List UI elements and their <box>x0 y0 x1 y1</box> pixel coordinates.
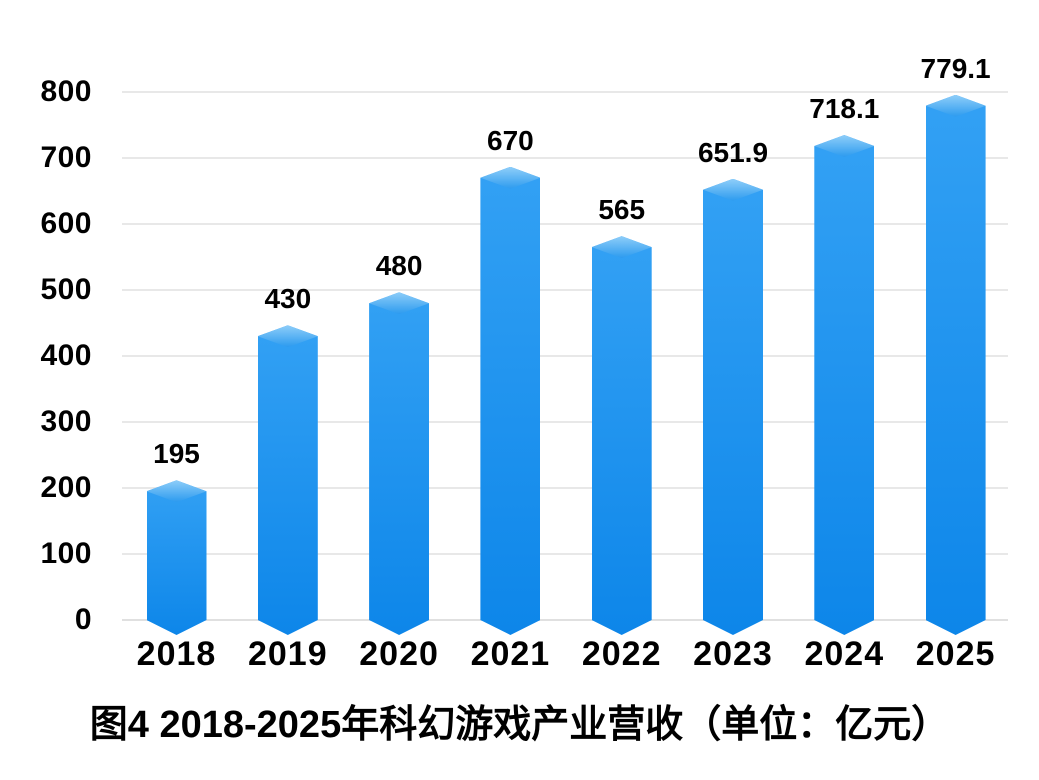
y-axis-tick-label: 600 <box>40 207 92 240</box>
bar-value-label: 565 <box>598 194 646 226</box>
gridline <box>122 487 1008 489</box>
bar-top-face <box>591 236 652 259</box>
y-axis-tick-label: 400 <box>40 339 92 372</box>
gridline <box>122 355 1008 357</box>
bar-2022 <box>591 236 652 635</box>
x-axis-category-label: 2022 <box>581 635 662 673</box>
bar-top-face <box>369 292 430 315</box>
y-axis-tick-label: 200 <box>40 471 92 504</box>
bar-2020 <box>369 292 430 635</box>
gridline <box>122 157 1008 159</box>
bar-2021 <box>480 166 541 635</box>
bar-top-face <box>257 325 318 348</box>
y-axis-tick-label: 100 <box>40 537 92 570</box>
x-axis-category-label: 2019 <box>247 635 328 673</box>
y-axis-tick-label: 300 <box>40 405 92 438</box>
y-axis-tick-label: 0 <box>74 603 92 636</box>
gridline <box>122 421 1008 423</box>
bar-2018 <box>146 480 207 635</box>
bar-top-face <box>703 178 763 201</box>
bar-2024 <box>814 135 875 635</box>
gridline <box>122 91 1008 93</box>
bar-top-face <box>480 166 541 189</box>
x-axis-category-label: 2024 <box>804 635 885 673</box>
bar-value-label: 651.9 <box>697 136 769 168</box>
bar-value-label: 718.1 <box>809 93 880 125</box>
y-axis-tick-label: 500 <box>40 273 92 306</box>
gridline <box>122 289 1008 291</box>
bar-top-face <box>925 94 986 117</box>
bar-2025 <box>925 94 986 635</box>
x-axis-category-label: 2023 <box>693 635 773 673</box>
bar-value-label: 670 <box>487 124 534 156</box>
y-axis-tick-label: 700 <box>40 141 92 174</box>
bar-top-face <box>814 135 875 158</box>
chart-title: 图4 2018-2025年科幻游戏产业营收（单位：亿元） <box>89 704 950 746</box>
bar-value-label: 430 <box>264 283 312 315</box>
bar-value-label: 480 <box>375 250 423 282</box>
gridline <box>122 553 1008 555</box>
x-axis-category-label: 2021 <box>470 635 551 673</box>
bar-2023 <box>703 178 763 635</box>
gridline <box>122 223 1008 225</box>
bar-top-face <box>146 480 207 503</box>
x-axis-category-label: 2020 <box>359 635 439 673</box>
bar-value-label: 779.1 <box>920 52 991 84</box>
x-axis-category-label: 2025 <box>915 635 996 673</box>
bar-value-label: 195 <box>153 438 200 470</box>
gridline <box>122 619 1008 621</box>
y-axis-tick-label: 800 <box>40 75 92 108</box>
bar-2019 <box>257 325 318 635</box>
x-axis-category-label: 2018 <box>136 635 217 673</box>
